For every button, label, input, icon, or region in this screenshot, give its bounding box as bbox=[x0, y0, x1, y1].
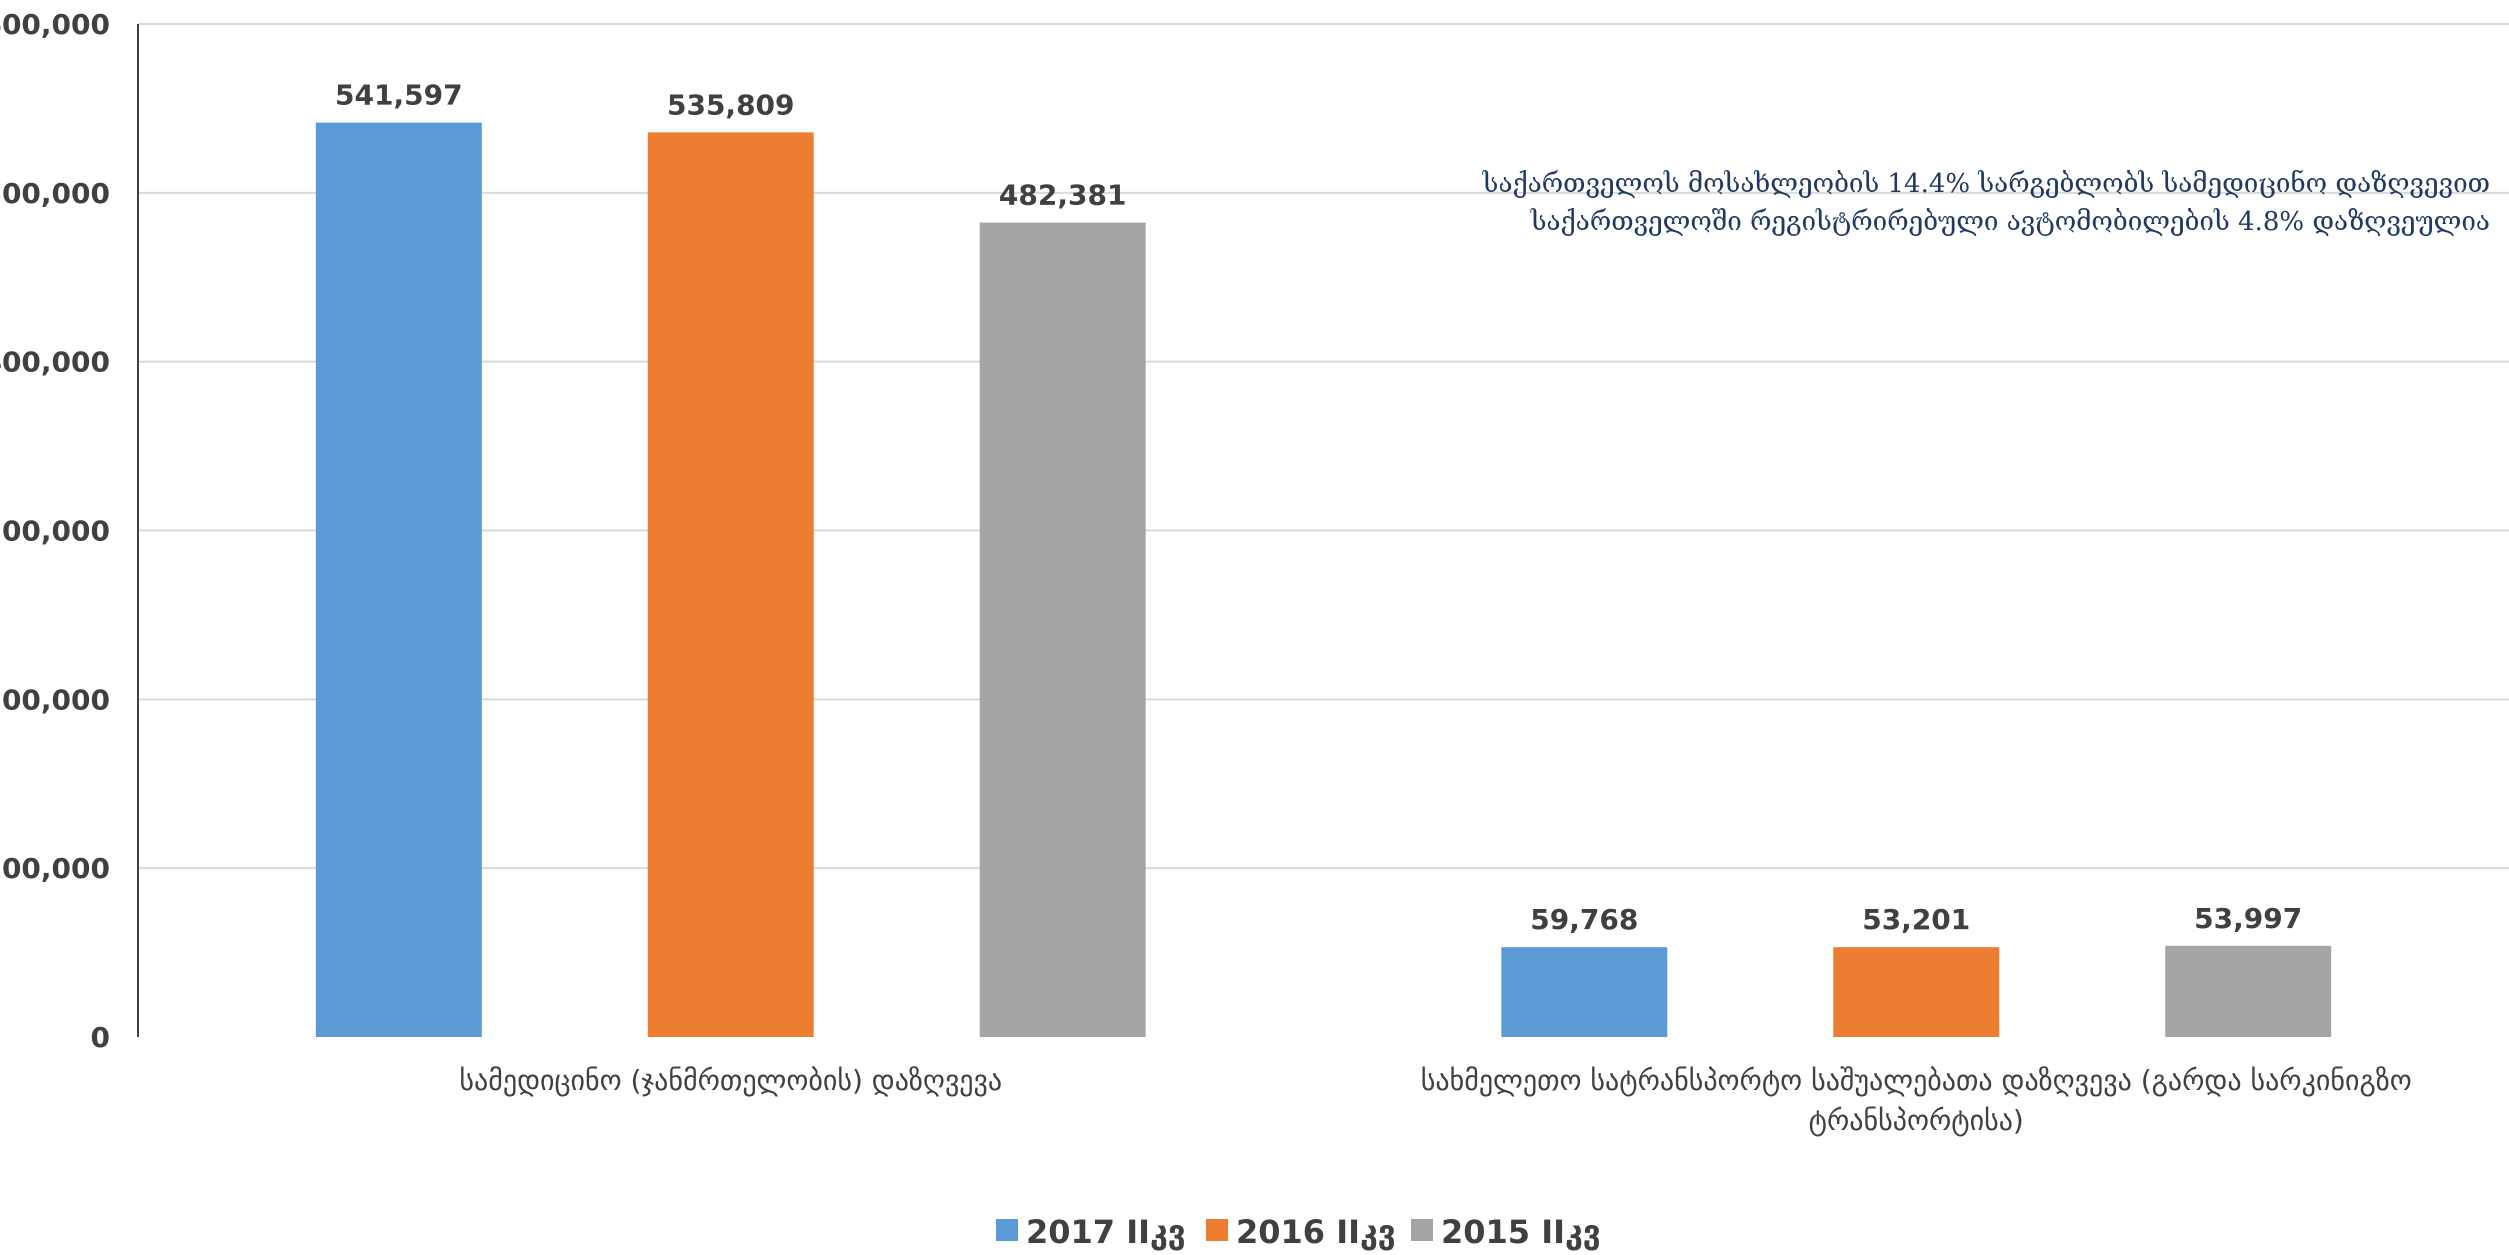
y-tick-label: 300,000 bbox=[0, 515, 110, 548]
legend-swatch bbox=[1206, 1219, 1228, 1241]
data-label: 53,997 bbox=[2194, 902, 2302, 935]
data-labels: 541,597 59,768 535,809 53,201 482,381 53,997 bbox=[335, 79, 2302, 937]
legend-swatch bbox=[996, 1219, 1018, 1241]
x-category-label: ტრანსპორტისა) bbox=[1809, 1104, 2024, 1137]
legend-label: 2015 IIკვ bbox=[1441, 1213, 1601, 1251]
y-axis-ticks: 0 100,000 200,000 300,000 400,000 500,000 600,… bbox=[0, 8, 110, 1054]
bar-3-2 bbox=[2165, 945, 2332, 1037]
annotation-line: საქართველოს მოსახლეობის 14.4% სარგებლობს… bbox=[1482, 169, 2490, 199]
y-tick-label: 400,000 bbox=[0, 346, 110, 379]
y-tick-label: 0 bbox=[91, 1021, 110, 1054]
data-label: 535,809 bbox=[667, 88, 795, 121]
gridlines bbox=[138, 23, 2509, 870]
x-axis-categories: სამედიცინო (ჯანმრთელობის) დაზღვევა სახმელ… bbox=[459, 1064, 2411, 1137]
bar-2-1 bbox=[647, 132, 814, 1038]
y-tick-label: 500,000 bbox=[0, 177, 110, 210]
data-label: 482,381 bbox=[999, 179, 1127, 212]
y-tick-label: 200,000 bbox=[0, 683, 110, 716]
bar-1-1 bbox=[315, 122, 482, 1037]
y-tick-label: 600,000 bbox=[0, 8, 110, 41]
data-label: 59,768 bbox=[1530, 903, 1638, 936]
x-category-label: სამედიცინო (ჯანმრთელობის) დაზღვევა bbox=[459, 1064, 1002, 1097]
legend-swatch bbox=[1411, 1219, 1433, 1241]
legend-label: 2017 IIკვ bbox=[1026, 1213, 1186, 1251]
bar-1-2 bbox=[1501, 947, 1668, 1037]
x-category-label: სახმელეთო სატრანსპორტო საშუალებათა დაზღვ… bbox=[1421, 1064, 2412, 1097]
annotation-line: საქართველოში რეგისტრირებული ავტომობილები… bbox=[1530, 207, 2490, 237]
bar-3-1 bbox=[979, 222, 1146, 1037]
chart-annotation: საქართველოს მოსახლეობის 14.4% სარგებლობს… bbox=[1482, 169, 2490, 237]
legend: 2017 IIკვ 2016 IIკვ 2015 IIკვ bbox=[996, 1213, 1601, 1251]
bars bbox=[315, 122, 2332, 1038]
data-label: 53,201 bbox=[1862, 903, 1970, 936]
y-tick-label: 100,000 bbox=[0, 852, 110, 885]
legend-label: 2016 IIკვ bbox=[1236, 1213, 1396, 1251]
data-label: 541,597 bbox=[335, 79, 463, 112]
bar-2-2 bbox=[1833, 947, 2000, 1037]
